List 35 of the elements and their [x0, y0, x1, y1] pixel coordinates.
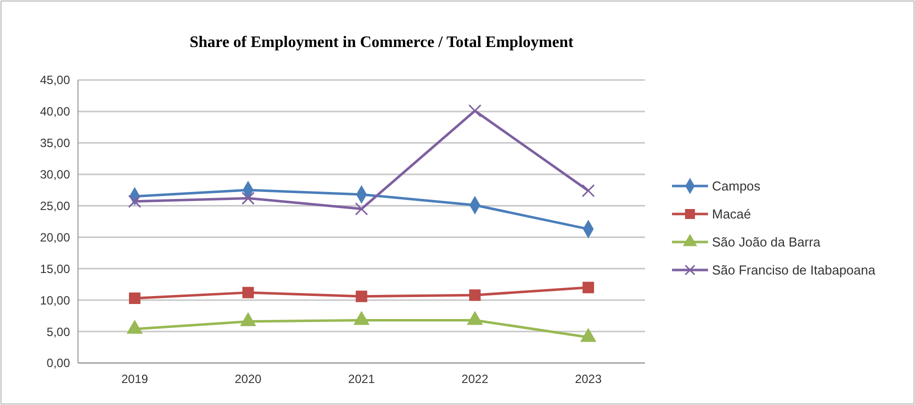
y-tick-label: 10,00 — [40, 293, 70, 308]
point — [356, 290, 368, 302]
x-tick-label: 2022 — [462, 372, 489, 386]
x-tick-label: 2020 — [234, 372, 262, 386]
y-tick-label: 30,00 — [40, 168, 70, 182]
y-tick-label: 5,00 — [46, 324, 70, 339]
y-tick-label: 0,00 — [46, 356, 70, 370]
point — [354, 202, 368, 216]
x-tick-label: 2021 — [348, 372, 376, 386]
point — [468, 104, 482, 118]
point — [242, 192, 255, 205]
point — [240, 312, 256, 326]
y-tick-label: 20,00 — [40, 230, 70, 244]
y-tick-label: 45,00 — [40, 73, 70, 88]
y-tick-label: 35,00 — [40, 136, 70, 150]
point — [580, 328, 596, 342]
point — [242, 286, 254, 298]
point — [582, 282, 594, 294]
y-tick-label: 15,00 — [40, 262, 70, 276]
point — [128, 194, 142, 208]
legend-label: Macaé — [712, 206, 752, 222]
point — [469, 289, 481, 301]
y-tick-label: 40,00 — [40, 104, 70, 119]
x-tick-label: 2019 — [121, 372, 148, 386]
point — [126, 320, 142, 334]
legend-label: São João da Barra — [712, 234, 822, 250]
chart-title: Share of Employment in Commerce / Total Employment — [190, 34, 574, 51]
point — [354, 311, 370, 325]
point — [467, 311, 483, 325]
legend-label: São Franciso de Itabapoana — [712, 262, 876, 278]
point — [582, 184, 595, 198]
legend-label: Campos — [712, 178, 761, 194]
x-tick-label: 2023 — [574, 372, 602, 386]
point — [128, 292, 140, 304]
y-tick-label: 25,00 — [40, 198, 70, 213]
